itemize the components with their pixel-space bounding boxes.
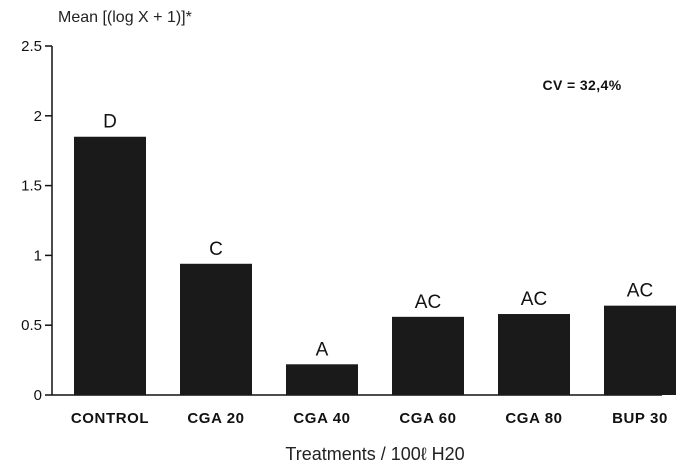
y-ticks: 0 0.5 1 1.5 2 2.5 [21,38,52,404]
x-tick-labels: CONTROL CGA 20 CGA 40 CGA 60 CGA 80 BUP 30 [71,410,668,427]
y-tick-label: 0.5 [21,317,42,334]
x-tick-label: CGA 40 [293,410,350,427]
bar-significance-label: A [316,339,329,360]
bar-significance-label: AC [521,289,547,310]
y-tick-label: 1.5 [21,178,42,195]
bar [286,364,358,395]
bar-significance-label: AC [415,292,441,313]
x-axis-label: Treatments / 100ℓ H20 [285,444,464,464]
bar [498,314,570,395]
bar [180,263,252,395]
bar [74,136,146,396]
bar [604,305,676,395]
bar-significance-label: AC [627,281,653,302]
y-axis-label: Mean [(log X + 1)]* [58,9,192,26]
bar-labels: D C A AC AC AC [103,112,653,361]
x-tick-label: CGA 60 [399,410,456,427]
bar-significance-label: C [209,239,223,260]
y-tick-label: 2 [34,108,42,125]
x-tick-label: BUP 30 [612,410,668,427]
y-tick-label: 1 [34,247,42,264]
x-tick-label: CGA 80 [505,410,562,427]
y-tick-label: 2.5 [21,38,42,55]
bars [74,136,676,396]
bar [392,316,464,395]
x-tick-label: CGA 20 [187,410,244,427]
bar-significance-label: D [103,112,117,133]
y-tick-label: 0 [34,387,42,404]
cv-annotation: CV = 32,4% [542,77,621,93]
x-tick-label: CONTROL [71,410,149,427]
